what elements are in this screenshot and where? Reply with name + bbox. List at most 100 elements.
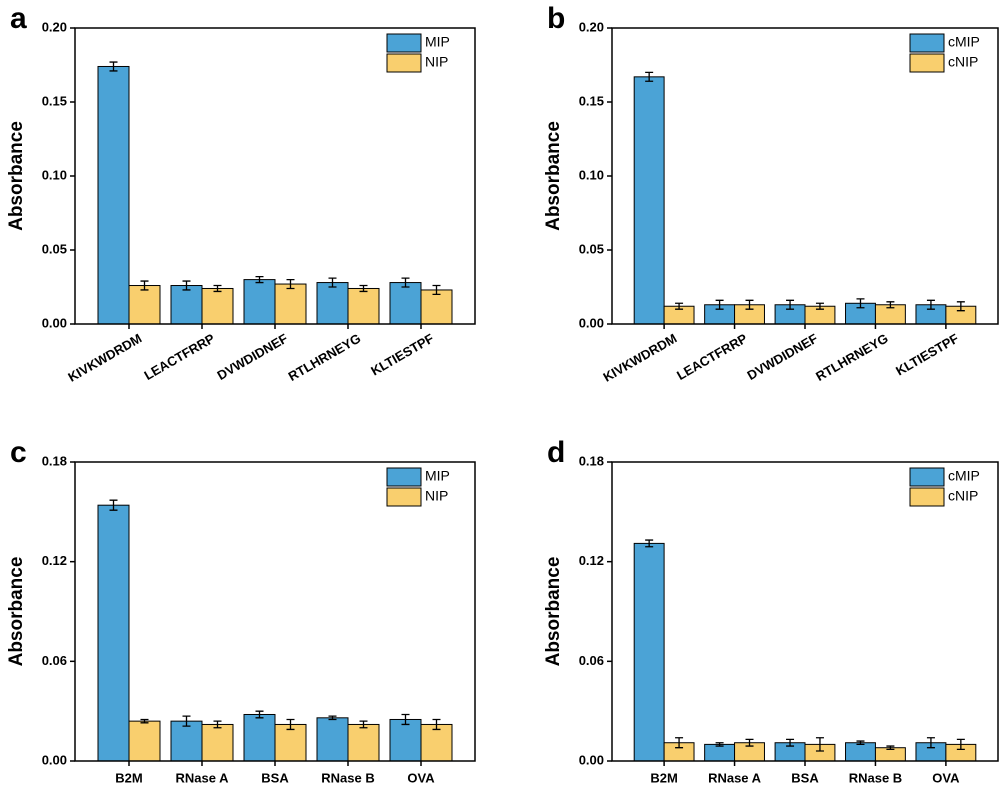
y-axis-label: Absorbance [6,557,27,667]
legend-swatch [386,33,422,53]
error-bar [815,302,824,310]
x-tick-label: OVA [932,770,960,785]
panel-label: a [10,2,27,35]
y-axis-label: Absorbance [6,121,27,231]
x-tick-label: KLTIESTPF [893,331,961,379]
x-tick-label: B2M [115,770,142,785]
y-tick-label: 0.15 [579,93,604,108]
error-bar [786,738,795,747]
error-bar [745,299,754,310]
error-bar [140,718,149,724]
error-bar [745,738,754,747]
legend-swatch [386,467,422,487]
y-axis-label: Absorbance [543,557,564,667]
y-tick-label: 0.00 [579,315,604,330]
legend-swatch [909,467,945,487]
legend-label: cMIP [948,468,980,484]
x-tick-label: RNase B [321,770,374,785]
bar [97,65,130,325]
legend-label: MIP [425,468,450,484]
x-tick-label: RTLHRNEYG [813,331,891,384]
plot-frame [74,27,476,325]
bar [316,717,349,762]
error-bar [401,713,410,726]
y-tick-label: 0.18 [579,453,604,468]
error-bar [675,302,684,310]
x-tick-label: LEACTFRRP [674,330,750,383]
error-bar [286,718,295,731]
y-tick-label: 0.12 [42,553,67,568]
plot-frame [611,27,999,325]
bar [389,718,422,762]
legend-swatch [909,487,945,507]
panel-label: b [547,2,565,35]
y-tick-label: 0.00 [579,752,604,767]
error-bar [140,280,149,291]
bar [201,287,234,325]
error-bar [328,277,337,288]
x-tick-label: KLTIESTPF [368,331,436,379]
y-tick-label: 0.18 [42,453,67,468]
error-bar [255,710,264,719]
error-bar [255,275,264,284]
error-bar [856,740,865,746]
error-bar [359,720,368,729]
error-bar [213,720,222,729]
x-tick-label: DVWDIDNEF [745,331,821,383]
bar [420,289,453,325]
y-tick-label: 0.05 [579,241,604,256]
y-tick-label: 0.00 [42,752,67,767]
x-tick-label: LEACTFRRP [142,330,218,383]
plot-frame [74,461,476,762]
bar [97,504,130,762]
legend-swatch [909,53,945,73]
x-tick-label: OVA [407,770,435,785]
x-tick-label: KIVKWDRDM [65,331,144,385]
bar [347,287,380,325]
legend-label: cNIP [948,488,978,504]
error-bar [926,737,935,749]
x-tick-label: BSA [261,770,289,785]
bar [170,285,203,325]
bar [128,285,161,325]
error-bar [786,299,795,310]
error-bar [926,299,935,310]
panel-label: d [547,436,565,469]
bar [170,720,203,762]
legend-label: NIP [425,54,448,70]
bar [704,743,736,762]
error-bar [286,278,295,290]
legend-label: cMIP [948,34,980,50]
bar [420,723,453,762]
bar [316,282,349,325]
panel-label: c [10,436,27,469]
x-tick-label: B2M [650,770,677,785]
error-bar [432,284,441,296]
plot-frame [611,461,999,762]
error-bar [886,745,895,751]
error-bar [675,737,684,749]
legend-swatch [909,33,945,53]
x-tick-label: BSA [791,770,819,785]
legend-label: cNIP [948,54,978,70]
y-tick-label: 0.06 [579,653,604,668]
bar [274,723,307,762]
bar [274,283,307,325]
error-bar [401,277,410,288]
legend-swatch [386,53,422,73]
x-tick-label: RTLHRNEYG [286,331,364,384]
bar [243,279,276,325]
y-tick-label: 0.06 [42,653,67,668]
error-bar [182,280,191,291]
error-bar [109,499,118,511]
error-bar [328,715,337,721]
legend-label: MIP [425,34,450,50]
error-bar [956,738,965,751]
y-axis-label: Absorbance [543,121,564,231]
bar [347,723,380,762]
error-bar [213,284,222,293]
error-bar [856,298,865,309]
y-tick-label: 0.20 [42,19,67,34]
x-tick-label: KIVKWDRDM [601,331,680,385]
error-bar [956,301,965,312]
